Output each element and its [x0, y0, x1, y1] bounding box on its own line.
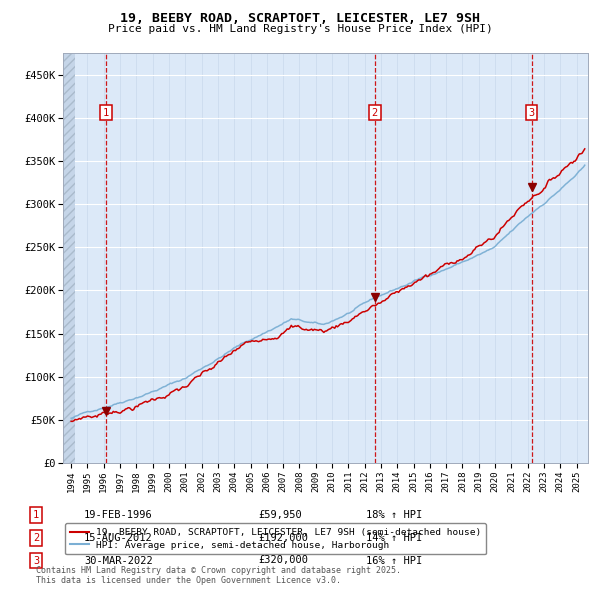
Text: 1: 1 — [103, 107, 109, 117]
Text: 19, BEEBY ROAD, SCRAPTOFT, LEICESTER, LE7 9SH: 19, BEEBY ROAD, SCRAPTOFT, LEICESTER, LE… — [120, 12, 480, 25]
Text: Price paid vs. HM Land Registry's House Price Index (HPI): Price paid vs. HM Land Registry's House … — [107, 24, 493, 34]
Polygon shape — [63, 53, 75, 463]
Text: 18% ↑ HPI: 18% ↑ HPI — [366, 510, 422, 520]
Text: 2: 2 — [33, 533, 39, 543]
Text: 1: 1 — [33, 510, 39, 520]
Legend: 19, BEEBY ROAD, SCRAPTOFT, LEICESTER, LE7 9SH (semi-detached house), HPI: Averag: 19, BEEBY ROAD, SCRAPTOFT, LEICESTER, LE… — [65, 523, 486, 555]
Text: £192,000: £192,000 — [258, 533, 308, 543]
Text: 30-MAR-2022: 30-MAR-2022 — [84, 556, 153, 565]
Text: 19-FEB-1996: 19-FEB-1996 — [84, 510, 153, 520]
Text: 15-AUG-2012: 15-AUG-2012 — [84, 533, 153, 543]
Text: 2: 2 — [371, 107, 378, 117]
Text: 14% ↑ HPI: 14% ↑ HPI — [366, 533, 422, 543]
Text: 3: 3 — [33, 556, 39, 565]
Text: 3: 3 — [529, 107, 535, 117]
Text: £320,000: £320,000 — [258, 556, 308, 565]
Text: £59,950: £59,950 — [258, 510, 302, 520]
Text: 16% ↑ HPI: 16% ↑ HPI — [366, 556, 422, 565]
Text: Contains HM Land Registry data © Crown copyright and database right 2025.
This d: Contains HM Land Registry data © Crown c… — [36, 566, 401, 585]
